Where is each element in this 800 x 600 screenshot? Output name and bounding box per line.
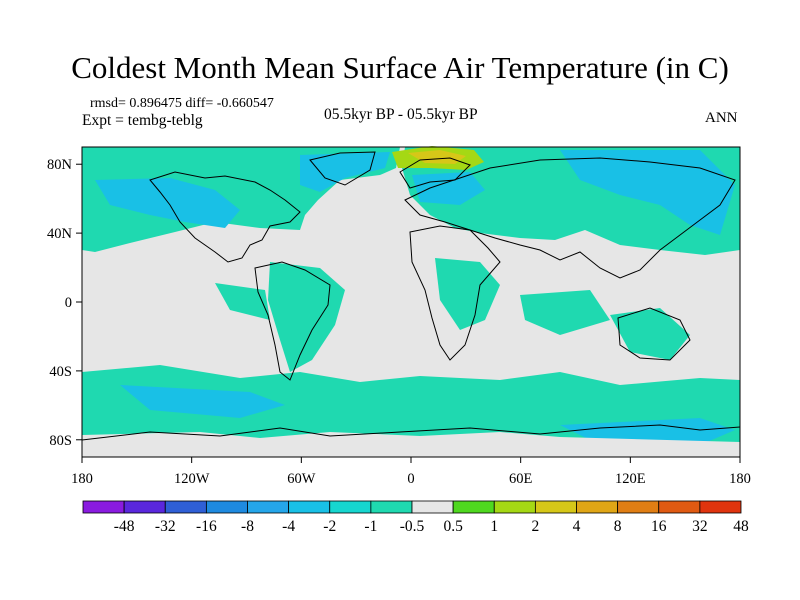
colorbar-label: -4 [282, 518, 296, 535]
colorbar-label: 16 [651, 518, 667, 535]
anomaly-region-africa [435, 258, 500, 330]
colorbar-swatch [493, 500, 536, 514]
stats-text: rmsd= 0.896475 diff= -0.660547 [90, 96, 274, 111]
lon-tick-label: 120E [615, 471, 646, 487]
anomaly-region-southern-ocean-strong [120, 385, 285, 418]
colorbar-label: -48 [113, 518, 135, 535]
coastline-scandinavia [399, 157, 471, 189]
experiment-text: Expt = tembg-teblg [82, 112, 203, 129]
anomaly-region-europe-strong [412, 172, 485, 205]
coastline-south-america [254, 261, 331, 381]
colorbar-label: 1 [490, 518, 499, 535]
colorbar [82, 500, 742, 514]
lat-tick-label: 40S [49, 364, 72, 380]
coastline-eurasia [404, 157, 736, 279]
colorbar-label: 32 [692, 518, 708, 535]
colorbar-label: -32 [154, 518, 176, 535]
colorbar-swatch [699, 500, 742, 514]
lon-tick-label: 60E [509, 471, 533, 487]
lon-tick-label: 180 [729, 471, 751, 487]
colorbar-swatch [288, 500, 331, 514]
lat-tick-label: 80S [49, 433, 72, 449]
colorbar-label: 2 [531, 518, 540, 535]
lat-tick-label: 80N [47, 157, 73, 173]
anomaly-region-east-pacific [215, 283, 270, 320]
colorbar-swatch [82, 500, 125, 514]
colorbar-swatch [452, 500, 495, 514]
map-title: Coldest Month Mean Surface Air Temperatu… [71, 50, 729, 85]
coastline-australia [617, 307, 691, 361]
colorbar-swatch [411, 500, 454, 514]
colorbar-label: -1 [364, 518, 378, 535]
colorbar-label: 0.5 [443, 518, 463, 535]
lon-tick-label: 0 [407, 471, 414, 487]
coastline-africa [409, 225, 501, 361]
longitude-axis: 180 120W 60W 0 60E 120E 180 [71, 457, 751, 487]
lon-tick-label: 120W [174, 471, 210, 487]
anomaly-region-siberia-strong [560, 150, 735, 235]
colorbar-label: -16 [196, 518, 217, 535]
anomaly-region-north-atlantic-strong [300, 152, 390, 192]
colorbar-swatch [123, 500, 166, 514]
colorbar-swatch [370, 500, 413, 514]
colorbar-swatch [164, 500, 207, 514]
anomaly-region-indian-ocean [520, 290, 610, 335]
anomaly-region-antarctic-neutral [82, 432, 740, 457]
colorbar-swatch [205, 500, 248, 514]
coastlines [81, 151, 741, 441]
colorbar-swatch [329, 500, 372, 514]
latitude-axis: 80N 40N 0 40S 80S [47, 157, 82, 449]
anomaly-region-scandinavia-warmer [408, 150, 466, 164]
colorbar-label: 4 [572, 518, 581, 535]
anomaly-region-australia [610, 308, 690, 360]
colorbar-swatch [534, 500, 577, 514]
period-text: 05.5kyr BP - 05.5kyr BP [324, 106, 478, 123]
lat-tick-label: 40N [47, 226, 73, 242]
lat-tick-label: 0 [65, 295, 72, 311]
anomaly-region-north-america-strong [95, 178, 240, 228]
lon-tick-label: 60W [287, 471, 316, 487]
colorbar-swatch [247, 500, 290, 514]
map-field [81, 146, 741, 458]
coastline-north-america [149, 171, 301, 263]
lon-tick-label: 180 [71, 471, 93, 487]
colorbar-label: 48 [733, 518, 749, 535]
colorbar-label: -8 [241, 518, 254, 535]
anomaly-region-southern-ocean [82, 365, 740, 457]
colorbar-swatch [617, 500, 660, 514]
colorbar-swatch [658, 500, 701, 514]
colorbar-label: -2 [323, 518, 337, 535]
colorbar-label: 8 [613, 518, 622, 535]
colorbar-label: -0.5 [399, 518, 425, 535]
season-text: ANN [705, 110, 738, 126]
coastline-antarctica [81, 424, 741, 441]
colorbar-swatch [576, 500, 619, 514]
coastline-greenland [309, 151, 376, 186]
anomaly-region-south-america [268, 262, 345, 372]
